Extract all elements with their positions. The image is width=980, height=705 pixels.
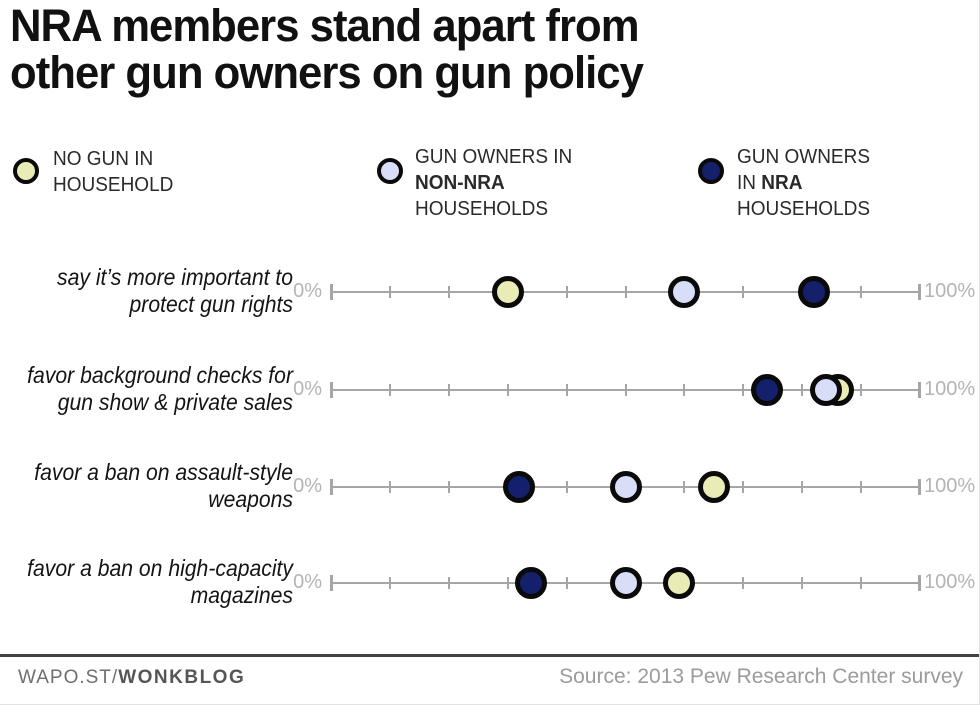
dot-nra (515, 567, 548, 599)
axis-endcap-end (918, 575, 921, 591)
footer-divider (0, 654, 979, 657)
axis-min-label: 0% (293, 475, 322, 497)
dot-non-nra (609, 471, 642, 503)
axis-tick (860, 481, 863, 493)
axis-endcap-start (330, 284, 333, 300)
axis-tick (565, 286, 568, 298)
axis-tick (565, 481, 568, 493)
axis-endcap-start (330, 575, 333, 591)
row-label-line2: gun show & private sales (57, 389, 293, 415)
axis-tick (388, 286, 391, 298)
row-label-line1: say it’s more important to (57, 264, 293, 290)
axis-tick (801, 577, 804, 589)
legend-no-gun-line2: HOUSEHOLD (53, 174, 174, 196)
legend-label-nra: GUN OWNERS IN NRA HOUSEHOLDS (737, 144, 870, 222)
row-label: favor background checks for gun show & p… (23, 362, 293, 416)
axis-max-label: 100% (924, 475, 976, 497)
footer-brand: WAPO.ST/WONKBLOG (18, 667, 245, 689)
dot-nra (503, 471, 536, 503)
legend-dot-no-gun-icon (13, 158, 39, 184)
axis-tick (565, 384, 568, 396)
legend-label-no-gun: NO GUN IN HOUSEHOLD (53, 146, 173, 198)
legend-dot-nra-icon (698, 158, 724, 184)
axis-endcap-end (918, 479, 921, 495)
axis-max-label: 100% (924, 280, 976, 302)
axis-endcap-start (330, 479, 333, 495)
axis-tick (624, 384, 627, 396)
row-label-line2: magazines (190, 582, 293, 608)
axis-tick (742, 577, 745, 589)
axis-tick (447, 577, 450, 589)
axis-tick (742, 384, 745, 396)
axis-endcap-start (330, 382, 333, 398)
dot-non-nra (609, 567, 642, 599)
page-title: NRA members stand apart from other gun o… (10, 2, 663, 96)
axis-tick (447, 481, 450, 493)
footer-brand-prefix: WAPO.ST/ (18, 667, 119, 688)
axis-min-label: 0% (293, 378, 322, 400)
legend-nra-line2: IN NRA (737, 170, 870, 196)
axis-max-label: 100% (924, 378, 976, 400)
row-label: favor a ban on assault-style weapons (23, 459, 293, 513)
axis-tick (860, 286, 863, 298)
legend-dot-non-nra-icon (377, 158, 403, 184)
legend-non-nra-line1: GUN OWNERS IN (415, 146, 573, 168)
legend-nra-line1: GUN OWNERS (737, 146, 870, 168)
axis-tick (801, 481, 804, 493)
axis-tick (388, 384, 391, 396)
axis-tick (447, 384, 450, 396)
dot-non-nra (668, 276, 701, 308)
axis-endcap-end (918, 284, 921, 300)
row-label: say it’s more important to protect gun r… (23, 264, 293, 318)
dot-nra (750, 374, 783, 406)
row-label: favor a ban on high-capacity magazines (23, 555, 293, 609)
dot-non-nra (809, 374, 842, 406)
legend-non-nra-line3: HOUSEHOLDS (415, 198, 549, 220)
axis-min-label: 0% (293, 571, 322, 593)
axis-tick (683, 384, 686, 396)
axis-min-label: 0% (293, 280, 322, 302)
axis-max-label: 100% (924, 571, 976, 593)
axis-tick (801, 384, 804, 396)
legend-nra-line2-prefix: IN (737, 172, 762, 194)
title-line-1: NRA members stand apart from (10, 0, 640, 51)
axis-tick (742, 286, 745, 298)
axis-endcap-end (918, 382, 921, 398)
axis-tick (742, 481, 745, 493)
row-label-line1: favor a ban on assault-style (34, 459, 293, 485)
row-label-line2: protect gun rights (129, 291, 293, 317)
title-line-2: other gun owners on gun policy (10, 47, 644, 98)
axis-tick (683, 481, 686, 493)
legend-no-gun-line1: NO GUN IN (53, 148, 154, 170)
dot-no-gun (491, 276, 524, 308)
axis-tick (388, 481, 391, 493)
legend-label-non-nra: GUN OWNERS IN NON-NRA HOUSEHOLDS (415, 144, 572, 222)
dot-nra (797, 276, 830, 308)
legend-nra-line2-bold: NRA (761, 172, 803, 194)
row-label-line2: weapons (208, 486, 293, 512)
axis-tick (506, 577, 509, 589)
legend-nra-line3: HOUSEHOLDS (737, 198, 871, 220)
axis-tick (860, 577, 863, 589)
axis-tick (506, 384, 509, 396)
row-label-line1: favor a ban on high-capacity (27, 555, 294, 581)
axis-tick (860, 384, 863, 396)
legend-non-nra-line2: NON-NRA (415, 172, 505, 194)
axis-tick (447, 286, 450, 298)
footer-brand-bold: WONKBLOG (118, 667, 246, 688)
footer-source: Source: 2013 Pew Research Center survey (559, 665, 963, 688)
row-label-line1: favor background checks for (27, 362, 294, 388)
dot-no-gun (662, 567, 695, 599)
dot-no-gun (697, 471, 730, 503)
axis-tick (388, 577, 391, 589)
axis-tick (565, 577, 568, 589)
axis-tick (624, 286, 627, 298)
